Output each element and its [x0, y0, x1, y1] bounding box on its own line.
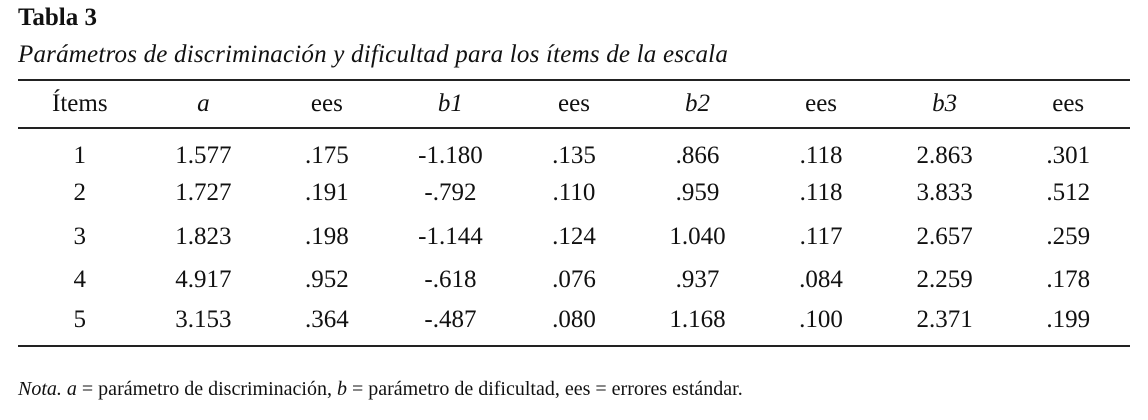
table-note: Nota. a = parámetro de discriminación, b… — [18, 378, 743, 401]
table-cell: 2 — [73, 179, 87, 207]
table-cell: -.792 — [424, 179, 477, 207]
note-symbol: a — [66, 378, 77, 400]
table-cell: 2.863 — [916, 142, 973, 170]
column-header: Ítems — [18, 79, 142, 129]
table-cell: .952 — [304, 266, 349, 294]
table-cell: -.487 — [388, 302, 513, 347]
table-row: 1 1.577 .175 -1.180 .135 .866 .118 2.863 .301 — [18, 128, 1130, 172]
table-cell: .937 — [675, 266, 720, 294]
table-cell: 1.577 — [175, 142, 232, 170]
table-cell: .178 — [1046, 266, 1091, 294]
table-cell: .110 — [552, 179, 596, 207]
table-cell: .259 — [1046, 222, 1091, 250]
column-header: b3 — [882, 79, 1007, 129]
table-cell: .124 — [552, 222, 596, 250]
table-cell: 4 — [73, 266, 87, 294]
table-cell: .191 — [304, 179, 349, 207]
data-table: Ítems a ees b1 ees b2 ees b3 ees 1 1.577.175 -1.18… — [18, 79, 1130, 347]
note-text: = parámetro de dificultad, ees = errores… — [351, 378, 743, 400]
table-cell: .301 — [1046, 142, 1091, 170]
table-cell: .135 — [552, 142, 596, 170]
table-cell: .175 — [304, 142, 349, 170]
column-header: ees — [265, 79, 389, 129]
table-cell: 3.153 — [141, 302, 266, 347]
table-cell: .866 — [675, 142, 720, 170]
table-cell: .080 — [512, 302, 636, 347]
table-cell: .118 — [799, 179, 843, 207]
table-body: 1 1.577 .175 -1.180 .135 .866 .118 2.863 .301 2 1.… — [18, 128, 1130, 347]
table-cell: .084 — [799, 266, 843, 294]
column-header: ees — [759, 79, 883, 129]
table-cell: 1.727 — [175, 179, 232, 207]
table-cell: 2.259 — [916, 266, 973, 294]
table-cell: .198 — [304, 222, 349, 250]
table-cell: -1.180 — [418, 142, 483, 170]
table-cell: .512 — [1046, 179, 1091, 207]
column-header: ees — [512, 79, 636, 129]
table-cell: 1.040 — [669, 222, 726, 250]
note-label: Nota. — [18, 378, 62, 400]
column-header: ees — [1006, 79, 1130, 129]
table-row: 4 4.917 .952 -.618 .076 .937 .084 2.259 .178 — [18, 259, 1130, 303]
table-row: 5 3.153.364 -.487.080 1.168.100 2.371.199 — [18, 302, 1130, 347]
table-cell: .118 — [799, 142, 843, 170]
table-cell: .076 — [552, 266, 596, 294]
table-cell: -.618 — [424, 266, 477, 294]
table-subtitle: Parámetros de discriminación y dificulta… — [18, 41, 729, 68]
column-header: b1 — [388, 79, 513, 129]
note-symbol: b — [336, 378, 347, 400]
table-cell: 1.823 — [175, 222, 232, 250]
column-header: a — [141, 79, 266, 129]
table-cell: 5 — [18, 302, 142, 347]
table-row: 2 1.727 .191 -.792 .110 .959 .118 3.833 .512 — [18, 172, 1130, 216]
table-cell: 1 — [73, 142, 87, 170]
table-cell: .364 — [265, 302, 389, 347]
table-cell: 2.371 — [882, 302, 1007, 347]
table-cell: -1.144 — [418, 222, 483, 250]
table-head: Ítems a ees b1 ees b2 ees b3 ees — [18, 79, 1130, 129]
note-text: = parámetro de discriminación, — [81, 378, 332, 400]
table-cell: 2.657 — [916, 222, 973, 250]
header-row: Ítems a ees b1 ees b2 ees b3 ees — [18, 79, 1130, 129]
table-cell: .100 — [759, 302, 883, 347]
table-cell: .959 — [675, 179, 720, 207]
table-row: 3 1.823 .198 -1.144 .124 1.040 .117 2.657 .259 — [18, 215, 1130, 259]
table-cell: 4.917 — [175, 266, 232, 294]
table-cell: 3 — [73, 222, 87, 250]
table-cell: 1.168 — [635, 302, 760, 347]
table-cell: .199 — [1006, 302, 1130, 347]
table-title: Tabla 3 — [18, 4, 97, 31]
column-header: b2 — [635, 79, 760, 129]
table-cell: .117 — [799, 222, 843, 250]
table-cell: 3.833 — [916, 179, 973, 207]
